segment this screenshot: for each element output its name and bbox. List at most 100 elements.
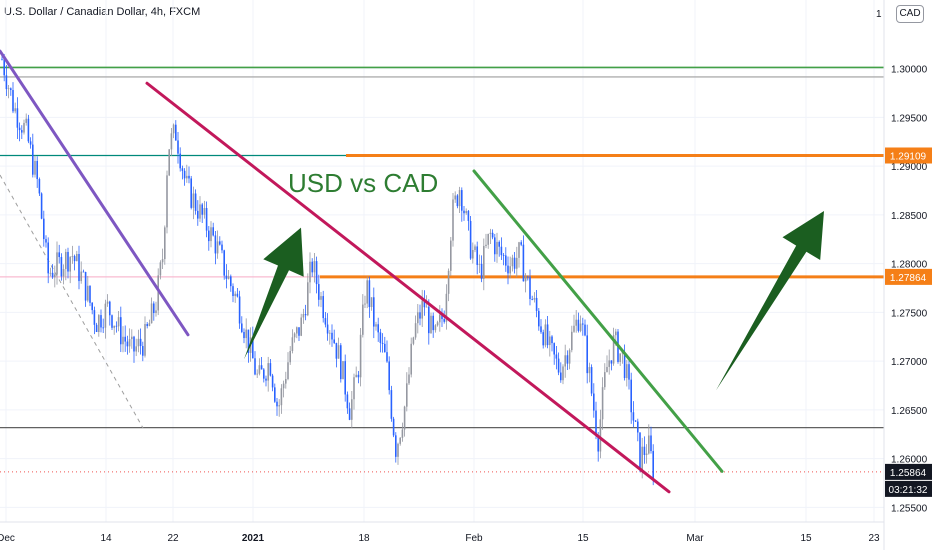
candle-body [500, 246, 503, 256]
candle-body [124, 336, 126, 342]
candle-body [188, 175, 190, 179]
candle-body [412, 337, 415, 344]
candle-body [643, 446, 646, 455]
candle-body [65, 251, 67, 270]
candle-body [410, 343, 412, 375]
time-axis[interactable]: Dec 14 22 2021 18 Feb 15 Mar 15 23 [0, 521, 884, 544]
candle-body [190, 178, 192, 208]
y-tick-label: 1.30000 [891, 65, 928, 76]
arrow-shape [716, 211, 824, 391]
candle-body [102, 327, 104, 329]
candle-body [111, 315, 113, 328]
candle-body [73, 256, 76, 262]
candle-body [18, 127, 21, 131]
candle-body [454, 195, 456, 200]
candle-body [560, 372, 562, 381]
candle-body [16, 108, 19, 128]
x-tick-label: 23 [868, 533, 880, 544]
candle-body [276, 401, 278, 407]
x-tick-label: Dec [0, 533, 15, 544]
candle-body [54, 274, 56, 278]
candle-body [296, 327, 298, 334]
candle-body [399, 437, 401, 444]
candle-body [346, 394, 349, 409]
candle-body [384, 343, 386, 353]
x-tick-label: 18 [358, 533, 370, 544]
candle-body [458, 190, 461, 207]
candle-body [170, 133, 173, 150]
candle-body [351, 399, 353, 420]
candle-body [474, 246, 476, 251]
candle-body [280, 388, 283, 406]
candle-body [159, 262, 162, 276]
y-tick-label: 1.28000 [891, 260, 928, 271]
candle-body [386, 352, 388, 362]
countdown-badge [885, 480, 932, 497]
candle-body [641, 446, 643, 471]
candle-body [161, 259, 164, 263]
candle-body [533, 297, 536, 300]
candle-body [604, 372, 606, 388]
arrows [244, 211, 824, 391]
candle-body [610, 360, 613, 364]
candle-body [445, 293, 448, 322]
candle-body [320, 296, 322, 300]
price-axis[interactable]: 1.30000 1.29500 1.29000 1.28500 1.28000 1.275… [883, 0, 928, 550]
candle-body [80, 271, 82, 282]
x-tick-label: Mar [686, 533, 704, 544]
candle-body [619, 353, 621, 362]
candle-body [164, 227, 166, 260]
candle-body [632, 412, 635, 421]
candle-body [406, 383, 408, 407]
candle-body [487, 233, 489, 245]
candle-body [333, 339, 335, 343]
candle-body [601, 387, 604, 420]
candle-body [505, 255, 507, 266]
candle-body [150, 303, 153, 324]
candle-body [529, 276, 531, 300]
candle-body [586, 335, 588, 374]
candle-body [331, 332, 333, 340]
candle-body [555, 354, 558, 359]
candle-body [397, 443, 399, 457]
candle-body [326, 324, 329, 334]
candle-body [278, 405, 280, 407]
candle-body [355, 374, 357, 378]
candle-body [186, 175, 188, 179]
trend-lines [0, 49, 724, 494]
candle-body [606, 366, 608, 373]
candle-body [535, 297, 538, 311]
candle-body [579, 323, 582, 331]
candle-body [71, 256, 74, 258]
candle-body [82, 271, 85, 273]
candle-body [432, 315, 434, 331]
candle-body [615, 331, 617, 336]
candle-body [265, 378, 267, 381]
candle-body [32, 144, 34, 175]
candle-body [582, 323, 584, 325]
candle-body [652, 451, 654, 479]
candle-body [311, 261, 313, 273]
candle-body [623, 352, 626, 379]
candle-body [214, 235, 217, 254]
x-tick-label: Feb [465, 533, 483, 544]
candle-body [401, 429, 404, 438]
candle-body [364, 303, 366, 305]
candle-body [344, 361, 346, 395]
candle-body [128, 339, 131, 347]
price-badge [885, 463, 932, 480]
candle-body [566, 355, 569, 364]
currency-badge[interactable]: CAD [896, 5, 924, 23]
candle-body [573, 325, 575, 332]
candle-body [21, 130, 23, 133]
x-tick-label: 2021 [242, 533, 265, 544]
candle-body [637, 421, 639, 433]
candle-body [168, 149, 170, 176]
candle-body [76, 253, 78, 262]
arrow-shape [244, 227, 304, 360]
candle-body [461, 190, 463, 211]
candle-body [645, 453, 648, 455]
candle-body [417, 312, 419, 324]
candle-body [146, 324, 148, 327]
